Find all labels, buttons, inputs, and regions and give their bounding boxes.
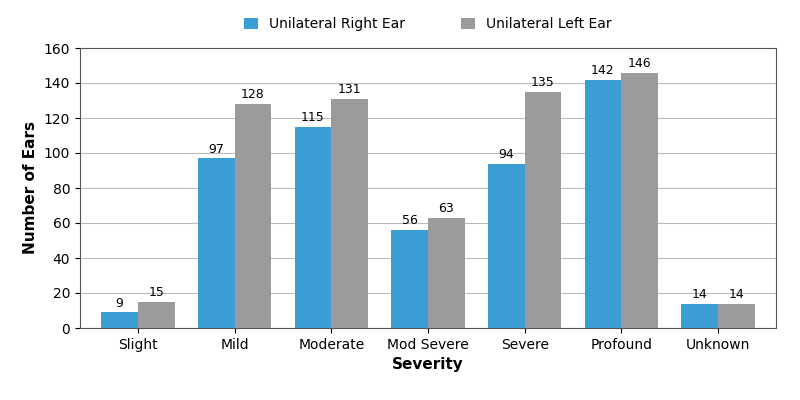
Y-axis label: Number of Ears: Number of Ears	[23, 122, 38, 254]
Text: 97: 97	[208, 143, 224, 156]
Bar	[718, 304, 754, 328]
Bar	[198, 158, 234, 328]
Bar	[428, 218, 465, 328]
Text: 14: 14	[729, 288, 744, 301]
Text: 15: 15	[149, 286, 164, 299]
Bar	[331, 99, 368, 328]
Text: 142: 142	[591, 64, 614, 77]
Text: 94: 94	[498, 148, 514, 161]
Text: 14: 14	[692, 288, 707, 301]
Bar	[488, 164, 525, 328]
Bar	[391, 230, 428, 328]
Bar	[234, 104, 271, 328]
Bar	[525, 92, 562, 328]
Text: 131: 131	[338, 83, 362, 96]
Text: 146: 146	[628, 57, 651, 70]
Text: 115: 115	[301, 111, 325, 124]
Bar	[682, 304, 718, 328]
Bar	[622, 72, 658, 328]
Text: 56: 56	[402, 214, 418, 227]
Bar	[102, 312, 138, 328]
X-axis label: Severity: Severity	[392, 357, 464, 372]
Bar	[294, 127, 331, 328]
Legend: Unilateral Right Ear, Unilateral Left Ear: Unilateral Right Ear, Unilateral Left Ea…	[240, 13, 616, 35]
Bar	[585, 80, 622, 328]
Text: 9: 9	[116, 297, 123, 310]
Text: 63: 63	[438, 202, 454, 215]
Bar	[138, 302, 174, 328]
Text: 128: 128	[241, 88, 265, 101]
Text: 135: 135	[531, 76, 555, 89]
